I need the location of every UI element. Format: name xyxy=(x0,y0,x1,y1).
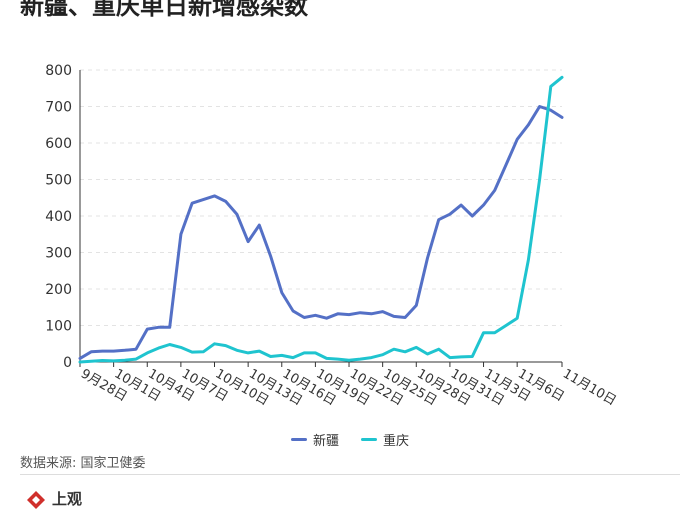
line-chart: 0 100 200 300 400 500 600 700 800 9月28日10月1日10月4… xyxy=(45,63,619,409)
y-tick-label: 200 xyxy=(45,282,72,298)
legend-label-xinjiang: 新疆 xyxy=(312,434,339,449)
y-tick-label: 400 xyxy=(45,209,72,225)
x-axis: 9月28日10月1日10月4日10月7日10月10日10月13日10月16日10… xyxy=(78,361,619,409)
legend-label-chongqing: 重庆 xyxy=(383,434,410,449)
y-tick-label: 100 xyxy=(45,319,72,335)
legend-swatch-chongqing xyxy=(361,438,377,441)
legend-swatch-xinjiang xyxy=(290,438,307,441)
legend-item-xinjiang[interactable]: 新疆 xyxy=(290,430,339,449)
y-axis: 0 100 200 300 400 500 600 700 800 xyxy=(45,63,81,371)
brand-logo-icon xyxy=(27,491,45,509)
legend: 新疆 重庆 xyxy=(0,430,700,449)
y-tick-label: 500 xyxy=(45,173,72,189)
brand-name: 上观 xyxy=(52,490,83,508)
y-tick-label: 0 xyxy=(63,355,72,371)
grid-lines xyxy=(80,69,562,326)
series-lines xyxy=(78,75,564,364)
data-source: 数据来源: 国家卫健委 xyxy=(20,456,146,471)
y-tick-label: 600 xyxy=(45,136,72,152)
series-line-0 xyxy=(78,105,564,360)
footer-divider xyxy=(20,474,680,475)
x-tick-label: 11月10日 xyxy=(560,366,619,409)
chart-title: 新疆、重庆单日新增感染数 xyxy=(20,0,308,20)
y-tick-label: 800 xyxy=(45,63,72,79)
series-line-1 xyxy=(78,75,564,364)
y-tick-label: 300 xyxy=(45,246,72,262)
legend-item-chongqing[interactable]: 重庆 xyxy=(361,430,409,449)
y-tick-label: 700 xyxy=(45,100,72,116)
